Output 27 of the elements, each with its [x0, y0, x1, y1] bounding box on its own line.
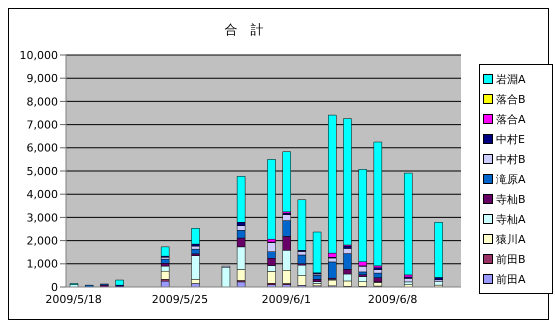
legend-label: 滝原A: [496, 172, 526, 186]
y-tick-label: 2,000: [26, 234, 58, 248]
chart-title: 合 計: [224, 22, 264, 39]
y-tick-label: 7,000: [26, 118, 58, 132]
y-tick-label: 0: [51, 280, 58, 294]
legend-label: 前田A: [496, 272, 526, 286]
x-tick-label: 2009/5/25: [152, 292, 208, 306]
y-tick-label: 6,000: [26, 142, 58, 155]
y-tick-label: 8,000: [26, 95, 58, 108]
x-tick-label: 2009/6/8: [368, 292, 418, 306]
legend-label: 前田B: [496, 252, 526, 266]
legend-label: 中村B: [496, 152, 526, 166]
legend-label: 寺杣B: [496, 192, 526, 206]
y-tick-label: 5,000: [26, 164, 58, 178]
legend-label: 岩淵A: [496, 72, 526, 86]
y-tick-label: 3,000: [26, 211, 58, 224]
y-tick-label: 9,000: [26, 72, 58, 86]
legend-label: 中村E: [496, 132, 525, 146]
y-tick-label: 1,000: [26, 258, 58, 271]
x-tick-label: 2009/5/18: [45, 292, 102, 306]
legend-label: 落合B: [496, 92, 526, 106]
legend-label: 猿川A: [496, 232, 526, 246]
x-tick-label: 2009/6/1: [262, 292, 311, 306]
legend-label: 落合A: [496, 112, 526, 126]
y-tick-label: 10,000: [20, 48, 58, 62]
legend-label: 寺杣A: [496, 212, 526, 226]
y-tick-label: 4,000: [26, 188, 58, 202]
